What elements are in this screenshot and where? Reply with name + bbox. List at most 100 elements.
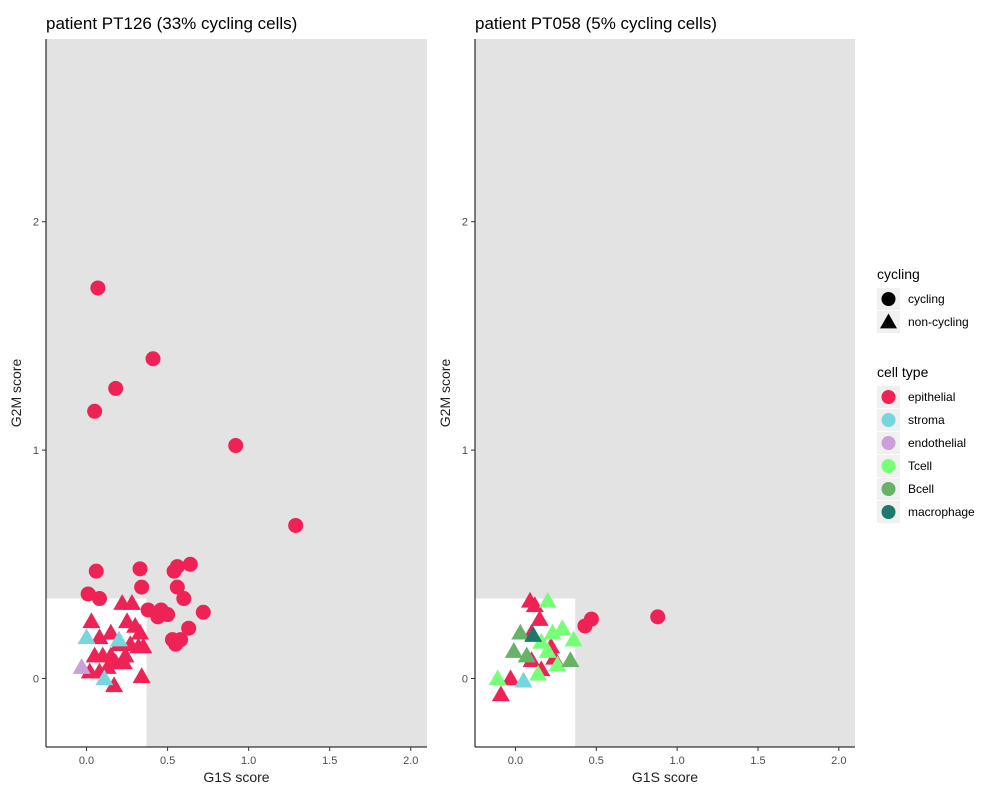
data-point-noncycling <box>131 623 150 640</box>
data-point-noncycling <box>517 646 536 663</box>
legend-color-swatch <box>881 505 896 519</box>
legend-circle-icon <box>881 292 896 306</box>
x-tick-label: 1.5 <box>322 755 337 767</box>
data-point-noncycling <box>538 591 557 608</box>
data-point-noncycling <box>132 667 151 683</box>
chart-title: patient PT126 (33% cycling cells) <box>46 14 297 33</box>
data-point-noncycling <box>101 623 120 640</box>
data-point-noncycling <box>543 623 562 640</box>
data-point-noncycling <box>514 671 533 688</box>
data-point-noncycling <box>105 676 124 693</box>
data-point-noncycling <box>504 642 523 658</box>
legend-color-swatch <box>881 459 896 473</box>
legend-color-swatch <box>881 413 896 427</box>
data-point-cycling <box>80 586 96 602</box>
data-point-cycling <box>288 517 304 533</box>
data-point-cycling <box>650 609 666 625</box>
data-point-cycling <box>108 380 124 396</box>
x-tick-label: 1.5 <box>750 755 765 767</box>
data-point-noncycling <box>538 642 557 658</box>
data-point-noncycling <box>529 664 548 681</box>
x-tick-label: 0.0 <box>79 755 94 767</box>
data-point-cycling <box>90 280 106 296</box>
legend-color-swatch <box>881 482 896 496</box>
scatter-panel: 0.0 0.5 1.0 1.5 2.0 0 1 2 patient PT126 (33% cyc… <box>8 14 427 785</box>
data-point-cycling <box>195 604 211 620</box>
noncycling-region <box>475 598 576 747</box>
y-tick-label: 1 <box>462 445 468 457</box>
data-point-cycling <box>577 618 593 634</box>
data-point-noncycling <box>109 630 128 647</box>
x-tick-label: 1.0 <box>241 755 256 767</box>
y-tick-label: 1 <box>33 445 39 457</box>
chart-title: patient PT058 (5% cycling cells) <box>475 14 717 33</box>
data-point-cycling <box>169 579 185 595</box>
data-point-cycling <box>160 607 176 623</box>
data-point-noncycling <box>82 612 101 629</box>
data-point-cycling <box>92 591 108 607</box>
legend-label: cycling <box>908 292 945 306</box>
legend-label: macrophage <box>908 505 975 519</box>
legend-label: endothelial <box>908 436 966 450</box>
data-point-noncycling <box>491 685 510 702</box>
data-point-cycling <box>168 636 184 652</box>
legend-color-swatch <box>881 436 896 450</box>
data-point-noncycling <box>548 655 567 672</box>
data-point-noncycling <box>561 651 580 667</box>
data-point-noncycling <box>98 658 117 674</box>
data-point-noncycling <box>488 669 507 686</box>
data-point-noncycling <box>122 594 141 610</box>
legend-title-cycling: cycling <box>877 266 920 282</box>
data-point-noncycling <box>530 610 549 626</box>
data-point-noncycling <box>553 619 572 635</box>
y-tick-label: 2 <box>33 217 39 229</box>
x-axis-label: G1S score <box>203 769 269 785</box>
y-tick-label: 0 <box>462 673 468 685</box>
legend: cycling cycling non-cycling cell type epithe… <box>877 266 975 523</box>
data-point-cycling <box>228 438 244 454</box>
data-point-cycling <box>87 403 103 419</box>
data-point-cycling <box>181 620 197 636</box>
data-point-cycling <box>176 591 192 607</box>
x-tick-label: 2.0 <box>831 755 846 767</box>
y-tick-label: 0 <box>33 673 39 685</box>
data-point-noncycling <box>511 623 530 640</box>
data-point-noncycling <box>134 637 153 654</box>
legend-label: Bcell <box>908 482 934 496</box>
data-point-cycling <box>134 579 150 595</box>
panels: 0.0 0.5 1.0 1.5 2.0 0 1 2 patient PT126 (33% cyc… <box>8 14 855 785</box>
data-point-noncycling <box>525 596 544 613</box>
x-tick-label: 0.5 <box>160 755 175 767</box>
data-point-noncycling <box>72 658 91 674</box>
data-point-cycling <box>88 563 104 579</box>
legend-color-swatch <box>881 390 896 404</box>
scatter-panel: 0.0 0.5 1.0 1.5 2.0 0 1 2 patient PT058 (5% cycl… <box>437 14 855 785</box>
y-axis-label: G2M score <box>8 359 24 428</box>
legend-label: Tcell <box>908 459 932 473</box>
legend-label: non-cycling <box>908 315 969 329</box>
legend-title-cell-type: cell type <box>877 364 929 380</box>
data-point-noncycling <box>116 646 135 663</box>
legend-label: epithelial <box>908 390 955 404</box>
data-point-cycling <box>132 561 148 577</box>
y-tick-label: 2 <box>462 217 468 229</box>
legend-label: stroma <box>908 413 945 427</box>
legend-triangle-icon <box>880 313 897 329</box>
x-tick-label: 2.0 <box>403 755 418 767</box>
data-point-noncycling <box>524 626 543 642</box>
data-point-noncycling <box>114 653 133 670</box>
data-point-cycling <box>166 563 182 579</box>
x-axis-label: G1S score <box>632 769 698 785</box>
x-tick-label: 0.5 <box>589 755 604 767</box>
data-point-noncycling <box>564 630 583 647</box>
data-point-cycling <box>145 351 161 367</box>
data-point-noncycling <box>95 669 114 686</box>
data-point-noncycling <box>501 669 520 686</box>
data-point-cycling <box>182 556 198 572</box>
x-tick-label: 1.0 <box>669 755 684 767</box>
data-point-noncycling <box>90 628 109 645</box>
y-axis-label: G2M score <box>437 359 453 428</box>
x-tick-label: 0.0 <box>508 755 523 767</box>
data-point-noncycling <box>77 628 96 645</box>
